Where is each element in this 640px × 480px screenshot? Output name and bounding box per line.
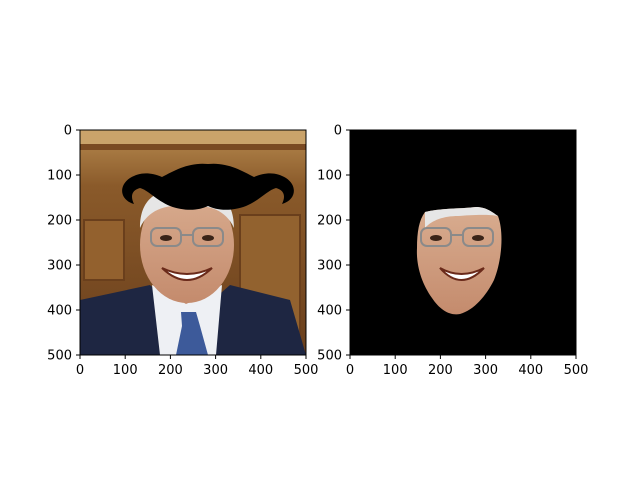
smile	[161, 267, 213, 281]
left-x-tick-label: 400	[248, 363, 273, 378]
wall-panel-left	[83, 219, 125, 281]
left-y-tick-label: 300	[47, 259, 72, 274]
right-x-tick-label: 500	[564, 363, 589, 378]
left-image	[80, 130, 306, 355]
masked-glasses-right	[462, 227, 494, 247]
right-y-tick-label: 500	[317, 349, 342, 364]
right-x-tick-label: 300	[473, 363, 498, 378]
right-x-tick-label: 400	[518, 363, 543, 378]
face	[140, 187, 234, 303]
right-x-tick-label: 200	[428, 363, 453, 378]
right-axes-frame	[349, 129, 577, 356]
right-y-tick-label: 100	[317, 169, 342, 184]
masked-right-eye	[472, 235, 484, 241]
masked-smile	[439, 267, 485, 281]
tie	[176, 312, 208, 355]
glasses-left-lens	[150, 227, 182, 247]
left-y-tick-label: 400	[47, 304, 72, 319]
right-eye	[202, 235, 214, 241]
right-y-ticks: 0 100 200 300 400 500	[317, 124, 350, 364]
molding-shadow	[80, 144, 306, 150]
right-y-tick-label: 400	[317, 304, 342, 319]
right-x-ticks: 0 100 200 300 400 500	[346, 355, 589, 378]
left-axes: 0 100 200 300 400 500 0 100 200 300 400 500	[47, 124, 318, 379]
left-x-tick-label: 500	[294, 363, 319, 378]
masked-left-eye	[430, 235, 442, 241]
right-x-tick-label: 100	[383, 363, 408, 378]
left-y-ticks: 0 100 200 300 400 500	[47, 124, 80, 364]
left-x-tick-label: 300	[203, 363, 228, 378]
left-y-tick-label: 200	[47, 214, 72, 229]
right-y-tick-label: 200	[317, 214, 342, 229]
masked-glasses-left	[420, 227, 452, 247]
right-axes: 0 100 200 300 400 500 0 100 200 300 400 500	[317, 124, 588, 379]
masked-face	[416, 207, 502, 315]
ceiling-molding	[80, 130, 306, 144]
left-x-tick-label: 0	[76, 363, 84, 378]
right-image	[350, 130, 576, 355]
left-y-tick-label: 500	[47, 349, 72, 364]
glasses-right-lens	[192, 227, 224, 247]
right-y-tick-label: 0	[334, 124, 342, 139]
left-y-tick-label: 100	[47, 169, 72, 184]
left-x-tick-label: 100	[113, 363, 138, 378]
left-axes-frame	[79, 129, 307, 356]
left-x-ticks: 0 100 200 300 400 500	[76, 355, 319, 378]
left-y-tick-label: 0	[64, 124, 72, 139]
left-eye	[160, 235, 172, 241]
right-x-tick-label: 0	[346, 363, 354, 378]
masked-hair	[425, 207, 498, 228]
right-y-tick-label: 300	[317, 259, 342, 274]
left-x-tick-label: 200	[158, 363, 183, 378]
mustache-overlay	[122, 163, 294, 210]
